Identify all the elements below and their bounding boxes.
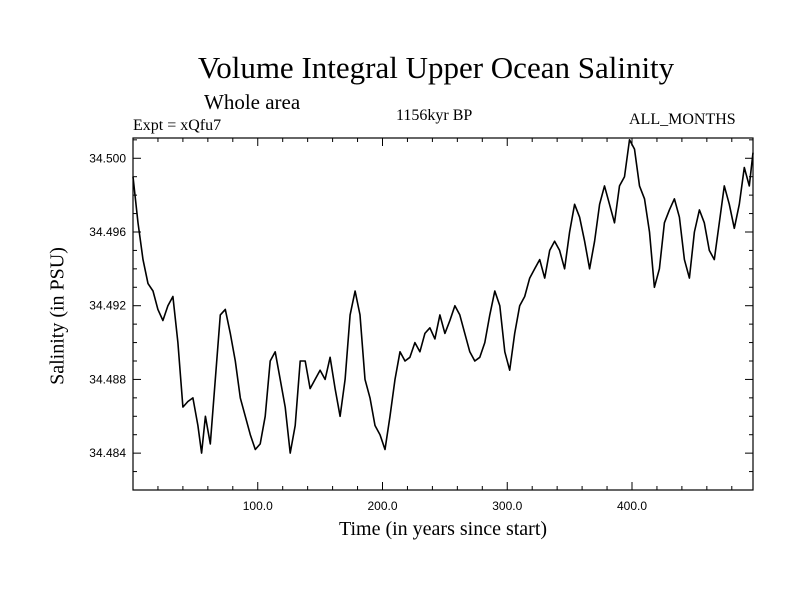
y-tick-label: 34.488 xyxy=(89,372,126,386)
chart-subtitle: Whole area xyxy=(204,90,301,114)
period-label: 1156kyr BP xyxy=(396,107,473,124)
y-tick-label: 34.500 xyxy=(89,151,126,165)
salinity-series-line xyxy=(132,139,754,454)
x-axis-title: Time (in years since start) xyxy=(338,518,548,540)
experiment-label: Expt = xQfu7 xyxy=(133,117,222,134)
axis-ticks xyxy=(133,138,753,490)
chart-title: Volume Integral Upper Ocean Salinity xyxy=(197,50,675,85)
months-label: ALL_MONTHS xyxy=(629,111,736,128)
plot-frame xyxy=(132,137,754,491)
y-tick-label: 34.492 xyxy=(89,299,126,313)
x-tick-label: 200.0 xyxy=(367,499,397,513)
axis-tick-labels: 100.0 200.0 300.0 400.0 34.484 34.488 34.492 34… xyxy=(89,151,647,513)
x-tick-label: 400.0 xyxy=(617,499,647,513)
y-tick-label: 34.496 xyxy=(89,225,126,239)
x-tick-label: 300.0 xyxy=(492,499,522,513)
y-tick-label: 34.484 xyxy=(89,446,126,460)
x-tick-label: 100.0 xyxy=(243,499,273,513)
